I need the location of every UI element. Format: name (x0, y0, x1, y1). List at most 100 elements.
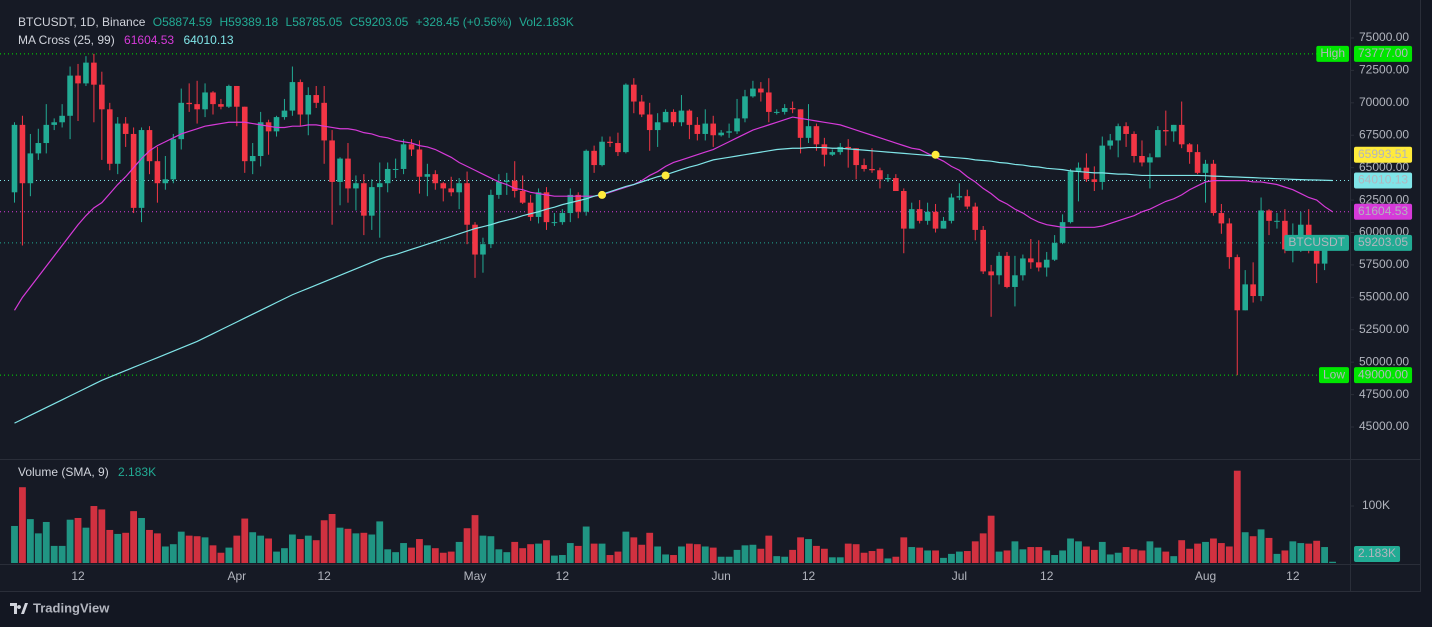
candle-body (130, 133, 137, 208)
candle-body (1313, 249, 1320, 264)
y-tick-label: 75000.00 (1359, 30, 1409, 44)
candle-body (226, 85, 232, 107)
candle-body (1115, 126, 1121, 141)
volume-bar (249, 532, 257, 563)
candle-body (789, 108, 796, 110)
volume-bar (455, 541, 463, 563)
candle-body (43, 124, 50, 144)
volume-bar (431, 548, 439, 563)
candle-body (1131, 133, 1137, 156)
volume-bar (971, 541, 979, 563)
volume-bar (1043, 550, 1051, 563)
volume-bar (805, 539, 812, 563)
volume-bar (138, 517, 145, 563)
axes: 45000.00 47500.00 50000.00 52500.00 55000.00… (71, 30, 1409, 583)
change-value: +328.45 (+0.56%) (416, 15, 512, 29)
volume-bar (495, 549, 503, 563)
legend-indicator[interactable]: MA Cross (25, 99) 61604.53 64010.13 (18, 33, 234, 47)
candle-body (1266, 210, 1272, 221)
ma-slow-value: 64010.13 (183, 33, 233, 47)
volume-bar (19, 487, 26, 563)
candle-body (1107, 140, 1114, 146)
candle-body (1210, 163, 1217, 214)
volume-bar (1090, 549, 1098, 563)
candle-body (1194, 152, 1201, 173)
volume-bar (1098, 541, 1106, 563)
candle-body (1226, 223, 1233, 258)
candle-body (202, 92, 208, 110)
candle-body (813, 126, 820, 145)
candle-body (893, 178, 899, 192)
candle-body (797, 109, 804, 138)
volume-bar (1273, 553, 1281, 563)
candle-body (1250, 284, 1256, 297)
open-value: O58874.59 (153, 15, 213, 29)
price-label-value: 49000.00 (1358, 367, 1408, 381)
volume-bar (940, 557, 947, 563)
volume-bar (471, 515, 479, 563)
candle-body (1282, 220, 1288, 250)
volume-bar (487, 536, 495, 563)
candle-body (607, 141, 613, 144)
candle-body (750, 88, 756, 97)
brand-name: TradingView (33, 600, 110, 615)
volume-bar (400, 543, 407, 563)
volume-bar (558, 555, 566, 563)
candle-body (1139, 155, 1145, 163)
y-tick-label: 52500.00 (1359, 322, 1409, 336)
volume-bar (503, 552, 511, 563)
legend-volume[interactable]: Volume (SMA, 9) 2.183K (18, 465, 156, 479)
volume-bar (273, 551, 280, 563)
candle-body (1051, 242, 1058, 260)
volume-bar (1305, 543, 1313, 563)
ma-badge-bg (1354, 172, 1413, 189)
candle-body (885, 178, 891, 180)
volume-bar (1027, 547, 1035, 563)
candle-body (567, 194, 574, 214)
volume-bar (749, 544, 757, 563)
volume-bar (892, 556, 900, 563)
candle-body (106, 109, 113, 164)
candle-body (726, 131, 732, 133)
volume-bar (543, 540, 550, 563)
candle-body (480, 244, 486, 255)
labels: High 73777.00 Low 49000.00 BTCUSDT 59203.05 61… (1284, 45, 1413, 562)
volume-bar (201, 537, 209, 563)
candle-body (932, 211, 939, 229)
candle-body (1321, 247, 1328, 264)
candle-body (1075, 167, 1082, 172)
candle-body (964, 196, 971, 207)
volume-bar (1233, 470, 1241, 563)
candle-body (718, 132, 724, 136)
volume-bar (900, 537, 908, 563)
candle-body (329, 140, 335, 182)
ma-line (13, 116, 1333, 311)
volume-bar (161, 546, 169, 563)
volume-bar (820, 548, 828, 563)
volume-bar (281, 548, 288, 563)
x-tick-label: May (464, 569, 487, 583)
y-tick-label: 50000.00 (1359, 354, 1409, 368)
y-tick-label: 45000.00 (1359, 419, 1409, 433)
candle-body (1170, 124, 1177, 132)
candle-body (51, 122, 57, 125)
volume-bar (1011, 541, 1019, 563)
y-tick-label: 65000.00 (1359, 160, 1409, 174)
candle-body (591, 150, 597, 166)
candle-body (1186, 144, 1193, 153)
brand[interactable]: TradingView (10, 600, 110, 615)
volume-bar (741, 545, 749, 563)
candle-body (821, 144, 828, 155)
candle-body (440, 183, 447, 189)
volume-bar (296, 539, 304, 563)
x-tick-label: 12 (1286, 569, 1300, 583)
volume-bar (1075, 541, 1082, 563)
volume-bar (241, 518, 249, 563)
candle-body (122, 123, 129, 134)
chart-area (0, 0, 1421, 592)
candle-body (988, 271, 994, 276)
candle-body (1059, 222, 1066, 243)
volume-bar (11, 525, 18, 563)
volume-bar (1257, 529, 1265, 563)
volume-bar (725, 556, 733, 563)
